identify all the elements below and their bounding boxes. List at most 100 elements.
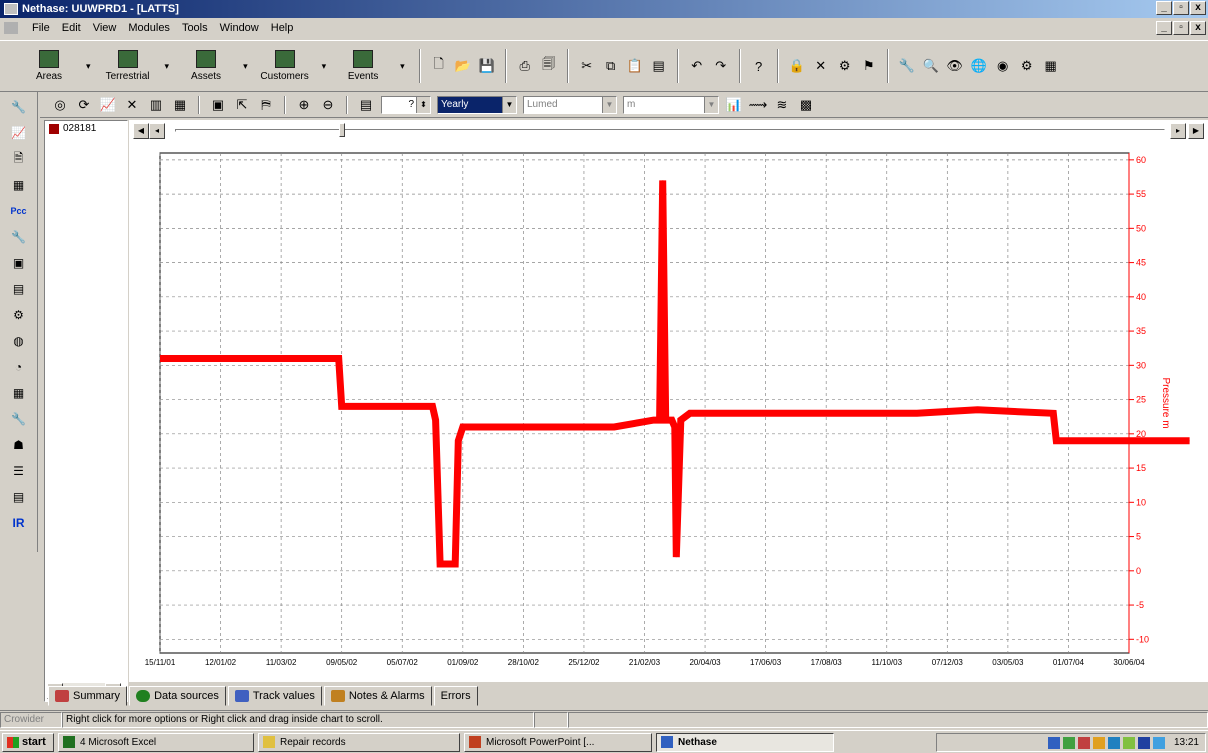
aggregate-select[interactable]: Lumed ▼: [523, 95, 617, 114]
units-select[interactable]: m ▼: [623, 95, 719, 114]
interval-spinner[interactable]: ? ⬍: [381, 95, 431, 114]
redo-icon[interactable]: ↷: [715, 58, 727, 73]
data-icon[interactable]: ▩: [799, 96, 813, 112]
terrestrial-button[interactable]: Terrestrial: [99, 43, 157, 89]
customers-dropdown-icon[interactable]: ▾: [321, 60, 327, 71]
chart-area[interactable]: 15/11/01 12/01/02 11/03/02 09/05/02 05/07/02…: [129, 120, 1208, 682]
tray-icon[interactable]: [1107, 736, 1120, 749]
chart-type-icon[interactable]: 📊: [725, 96, 743, 112]
print-icon[interactable]: ⎙: [519, 58, 530, 73]
period-select[interactable]: Yearly ▼: [437, 95, 517, 114]
refresh-icon[interactable]: ⟳: [78, 96, 90, 112]
wrench-icon[interactable]: 🔧: [11, 412, 26, 426]
close-button[interactable]: x: [1190, 1, 1206, 15]
menu-tools[interactable]: Tools: [181, 22, 208, 34]
minimize-button[interactable]: _: [1156, 1, 1172, 15]
assets-dropdown-icon[interactable]: ▾: [243, 60, 248, 71]
slider-track[interactable]: [175, 129, 1165, 132]
grid2-icon[interactable]: ▦: [12, 386, 25, 400]
tray-icon[interactable]: [1137, 736, 1150, 749]
tab-track-values[interactable]: Track values: [227, 686, 322, 706]
prev-page-icon[interactable]: ◂: [149, 123, 165, 139]
lock-icon[interactable]: 🔒: [788, 58, 805, 73]
globe2-icon[interactable]: ◉: [996, 58, 1009, 73]
events-dropdown-icon[interactable]: ▾: [400, 60, 405, 71]
pan-icon[interactable]: ⇱: [236, 96, 248, 112]
network-icon[interactable]: ⚙: [13, 308, 24, 322]
settings-icon[interactable]: ⚙: [1020, 58, 1033, 73]
tab-errors[interactable]: Errors: [433, 686, 478, 706]
flag-icon[interactable]: ⚑: [862, 58, 875, 73]
next-page-icon[interactable]: ▸: [1170, 123, 1186, 139]
print-preview-icon[interactable]: 🗐: [542, 56, 556, 71]
undo-icon[interactable]: ↶: [691, 58, 703, 73]
help-icon[interactable]: ?: [755, 58, 763, 74]
list-icon[interactable]: ☰: [13, 464, 24, 478]
menu-view[interactable]: View: [92, 22, 117, 34]
series-icon[interactable]: ⟿: [748, 96, 768, 112]
document-icon[interactable]: [4, 22, 18, 34]
document-icon[interactable]: 🗎: [13, 150, 24, 165]
axes-icon[interactable]: ✕: [126, 96, 138, 112]
menu-edit[interactable]: Edit: [61, 22, 81, 34]
tab-summary[interactable]: Summary: [48, 686, 128, 706]
delete-icon[interactable]: ✕: [815, 58, 827, 73]
taskbar-excel[interactable]: 4 Microsoft Excel: [58, 732, 254, 752]
tray-icon[interactable]: [1152, 736, 1165, 749]
new-file-icon[interactable]: 🗋: [433, 56, 444, 71]
mdi-restore-button[interactable]: ▫: [1173, 21, 1189, 35]
marker-icon[interactable]: ⛿: [261, 96, 271, 112]
menu-window[interactable]: Window: [219, 22, 259, 34]
tray-icon[interactable]: [1077, 736, 1090, 749]
customers-button[interactable]: Customers: [256, 43, 314, 89]
assets-button[interactable]: Assets: [177, 43, 235, 89]
bar-chart-icon[interactable]: ▥: [149, 96, 163, 112]
areas-dropdown-icon[interactable]: ▾: [86, 60, 91, 71]
grid-icon[interactable]: ▦: [12, 178, 25, 192]
cut-icon[interactable]: ✂: [581, 58, 593, 73]
first-page-icon[interactable]: ◀: [133, 123, 149, 139]
grid3-icon[interactable]: ▤: [12, 490, 25, 504]
wrench-icon[interactable]: 🔧: [898, 58, 915, 73]
last-page-icon[interactable]: ▶: [1188, 123, 1204, 139]
tray-icon[interactable]: [1062, 736, 1075, 749]
taskbar-powerpoint[interactable]: Microsoft PowerPoint [...: [464, 732, 652, 752]
zoom-in-icon[interactable]: ⊕: [298, 96, 310, 112]
record-icon[interactable]: ◎: [54, 96, 66, 112]
chevron-down-icon[interactable]: ▼: [502, 96, 516, 113]
chevron-down-icon[interactable]: ▼: [704, 96, 718, 113]
pie-icon[interactable]: ◔: [14, 360, 23, 374]
globe-icon[interactable]: 🌐: [970, 58, 987, 73]
pressure-chart[interactable]: 15/11/01 12/01/02 11/03/02 09/05/02 05/07/02…: [129, 120, 1208, 682]
wrench-icon[interactable]: 🔧: [11, 100, 26, 114]
ir-icon[interactable]: IR: [12, 516, 25, 530]
chevron-down-icon[interactable]: ▼: [602, 96, 616, 113]
chart-icon[interactable]: 📈: [11, 126, 26, 140]
table-icon[interactable]: ▤: [12, 282, 25, 296]
taskbar-repair-records[interactable]: Repair records: [258, 732, 460, 752]
tray-icon[interactable]: [1092, 736, 1105, 749]
select-icon[interactable]: ▣: [211, 96, 225, 112]
wrench-icon[interactable]: 🔧: [11, 230, 26, 244]
taskbar-nethase[interactable]: Nethase: [656, 732, 834, 752]
tray-icon[interactable]: [1047, 736, 1060, 749]
spin-icon[interactable]: ⬍: [416, 96, 430, 113]
maximize-button[interactable]: ▫: [1173, 1, 1189, 15]
mdi-close-button[interactable]: x: [1190, 21, 1206, 35]
terrestrial-dropdown-icon[interactable]: ▾: [164, 60, 170, 71]
slider-thumb[interactable]: [339, 123, 345, 137]
open-folder-icon[interactable]: 📂: [454, 58, 471, 73]
calendar-icon[interactable]: ▦: [1044, 58, 1057, 73]
menu-help[interactable]: Help: [270, 22, 294, 34]
calendar-icon[interactable]: ▤: [359, 96, 373, 112]
copy-icon[interactable]: ⧉: [606, 58, 616, 73]
monitor-icon[interactable]: ▣: [12, 256, 25, 270]
zoom-icon[interactable]: 🔍: [922, 58, 939, 73]
globe-icon[interactable]: ◍: [13, 334, 24, 348]
people-icon[interactable]: ☗: [13, 438, 24, 452]
areas-button[interactable]: Areas: [20, 43, 78, 89]
binoculars-icon[interactable]: 👁: [946, 58, 963, 73]
start-button[interactable]: start: [2, 732, 54, 752]
tree-item[interactable]: 028181: [45, 121, 127, 136]
paste-icon[interactable]: 📋: [626, 58, 643, 73]
